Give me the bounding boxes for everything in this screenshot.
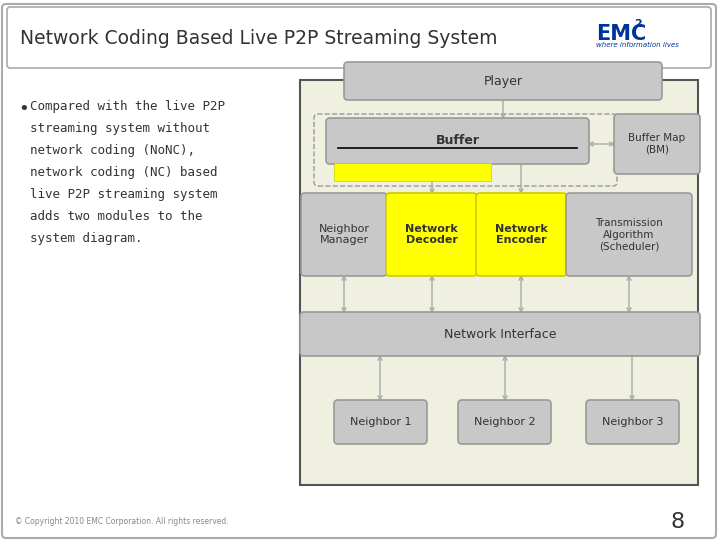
FancyBboxPatch shape: [566, 193, 692, 276]
Text: 8: 8: [670, 512, 684, 532]
Text: Player: Player: [484, 75, 523, 87]
Text: system diagram.: system diagram.: [30, 232, 143, 245]
Text: Network Interface: Network Interface: [444, 327, 557, 341]
FancyBboxPatch shape: [458, 400, 551, 444]
FancyBboxPatch shape: [586, 400, 679, 444]
Text: network coding (NoNC),: network coding (NoNC),: [30, 144, 195, 157]
Text: where information lives: where information lives: [596, 42, 679, 48]
FancyBboxPatch shape: [614, 114, 700, 174]
FancyBboxPatch shape: [300, 312, 700, 356]
FancyBboxPatch shape: [386, 193, 477, 276]
Text: network coding (NC) based: network coding (NC) based: [30, 166, 217, 179]
Text: Neighbor 2: Neighbor 2: [474, 417, 535, 427]
Text: Buffer: Buffer: [436, 134, 480, 147]
FancyBboxPatch shape: [301, 193, 387, 276]
Text: Neighbor
Manager: Neighbor Manager: [318, 224, 369, 245]
Text: Compared with the live P2P: Compared with the live P2P: [30, 100, 225, 113]
Text: 2: 2: [634, 19, 642, 29]
FancyBboxPatch shape: [7, 7, 711, 68]
FancyBboxPatch shape: [2, 4, 716, 538]
Text: Transmission
Algorithm
(Scheduler): Transmission Algorithm (Scheduler): [595, 218, 663, 251]
FancyBboxPatch shape: [334, 163, 491, 181]
Text: Neighbor 3: Neighbor 3: [602, 417, 663, 427]
FancyBboxPatch shape: [476, 193, 567, 276]
Text: Network
Encoder: Network Encoder: [495, 224, 548, 245]
Text: adds two modules to the: adds two modules to the: [30, 210, 202, 223]
FancyBboxPatch shape: [344, 62, 662, 100]
FancyBboxPatch shape: [326, 118, 589, 164]
Text: EMC: EMC: [596, 24, 647, 44]
Text: Neighbor 1: Neighbor 1: [350, 417, 411, 427]
Text: streaming system without: streaming system without: [30, 122, 210, 135]
Text: Network Coding Based Live P2P Streaming System: Network Coding Based Live P2P Streaming …: [20, 29, 498, 48]
Bar: [300, 80, 698, 485]
Text: Network
Decoder: Network Decoder: [405, 224, 458, 245]
Text: © Copyright 2010 EMC Corporation. All rights reserved.: © Copyright 2010 EMC Corporation. All ri…: [15, 517, 229, 526]
FancyBboxPatch shape: [334, 400, 427, 444]
Text: Buffer Map
(BM): Buffer Map (BM): [629, 133, 685, 155]
Text: •: •: [18, 100, 29, 118]
Text: live P2P streaming system: live P2P streaming system: [30, 188, 217, 201]
